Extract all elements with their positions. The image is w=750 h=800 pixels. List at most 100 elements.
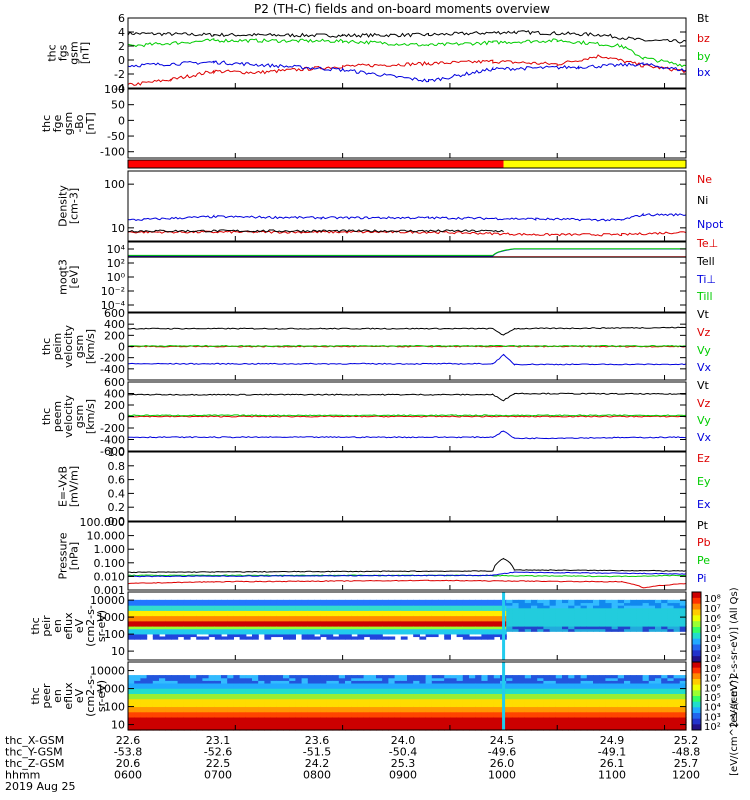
spectrogram-cell [289, 612, 296, 617]
spectrogram-cell [450, 714, 458, 718]
spectrogram-cell [599, 620, 606, 624]
spectrogram-cell [301, 680, 309, 684]
spectrogram-cell [376, 610, 383, 614]
x-row-value: -50.4 [389, 746, 417, 759]
spectrogram-cell [165, 677, 172, 681]
spectrogram-cell [580, 698, 588, 702]
spectrogram-cell [611, 716, 619, 721]
spectrogram-cell [438, 698, 445, 702]
spectrogram-cell [351, 677, 358, 681]
spectrogram-cell [642, 605, 650, 609]
spectrogram-cell [605, 677, 613, 681]
spectrogram-cell [314, 703, 321, 708]
spectrogram-cell [624, 677, 631, 681]
spectrogram-cell [555, 724, 563, 728]
spectrogram-cell [469, 719, 476, 723]
colorbar-step [692, 718, 701, 725]
spectrogram-cell [233, 722, 241, 726]
spectrogram-cell [239, 628, 247, 632]
spectrogram-cell [642, 727, 650, 731]
mode-frame [127, 159, 687, 169]
spectrogram-cell [320, 680, 327, 684]
spectrogram-cell [239, 709, 247, 713]
spectrogram-cell [555, 675, 563, 679]
spectrogram-cell [289, 693, 296, 697]
spectrogram-cell [332, 711, 340, 715]
spectrogram-cell [152, 620, 160, 624]
trace-pi [127, 571, 687, 578]
spectrogram-cell [233, 724, 241, 728]
spectrogram-cell [444, 709, 451, 713]
spectrogram-cell [568, 628, 575, 632]
spectrogram-cell [506, 680, 513, 684]
spectrogram-cell [307, 633, 315, 638]
spectrogram-cell [568, 599, 575, 604]
spectrogram-cell [462, 615, 470, 619]
spectrogram-cell [332, 626, 340, 630]
x-row-value: 0700 [204, 769, 232, 782]
spectrogram-cell [159, 711, 166, 715]
spectrogram-cell [568, 690, 575, 694]
spectrogram-cell [450, 618, 458, 622]
spectrogram-cell [444, 711, 451, 715]
spectrogram-cell [407, 602, 414, 606]
spectrogram-cell [419, 602, 427, 606]
spectrogram-cell [537, 711, 544, 715]
spectrogram-cell [227, 636, 234, 640]
spectrogram-cell [413, 680, 420, 684]
spectrogram-cell [493, 612, 501, 617]
spectrogram-cell [388, 636, 396, 640]
spectrogram-cell [146, 607, 154, 611]
spectrogram-cell [400, 602, 408, 606]
spectrogram-cell [202, 706, 210, 710]
spectrogram-cell [252, 620, 259, 624]
y-tick-label: -100 [100, 146, 125, 159]
spectrogram-cell [642, 599, 650, 604]
spectrogram-cell [245, 628, 253, 632]
spectrogram-cell [574, 626, 582, 630]
spectrogram-cell [506, 701, 513, 705]
spectrogram-cell [537, 599, 544, 604]
spectrogram-cell [580, 626, 588, 630]
spectrogram-cell [481, 628, 489, 632]
spectrogram-cell [475, 620, 482, 624]
spectrogram-cell [456, 701, 464, 705]
spectrogram-cell [351, 727, 358, 731]
spectrogram-cell [531, 724, 538, 728]
spectrogram-cell [518, 696, 526, 700]
spectrogram-cell [183, 724, 191, 728]
spectrogram-cell [134, 688, 141, 692]
spectrogram-cell [357, 719, 365, 723]
spectrogram-cell [376, 612, 383, 617]
spectrogram-cell [574, 722, 582, 726]
spectrogram-cell [146, 706, 154, 710]
spectrogram-cell [648, 696, 656, 700]
spectrogram-cell [245, 631, 253, 635]
spectrogram-cell [537, 675, 544, 679]
spectrogram-cell [679, 711, 687, 715]
spectrogram-cell [202, 688, 210, 692]
spectrogram-cell [425, 618, 433, 622]
spectrogram-cell [227, 690, 234, 694]
spectrogram-cell [196, 714, 203, 718]
spectrogram-cell [351, 724, 358, 728]
spectrogram-cell [270, 714, 278, 718]
spectrogram-cell [518, 618, 526, 622]
spectrogram-cell [252, 618, 259, 622]
spectrogram-cell [636, 605, 644, 609]
spectrogram-cell [190, 612, 197, 617]
spectrogram-cell [152, 682, 160, 687]
spectrogram-cell [245, 716, 253, 721]
spectrogram-cell [369, 633, 377, 638]
spectrogram-cell [462, 714, 470, 718]
spectrogram-cell [134, 631, 141, 635]
spectrogram-cell [444, 724, 451, 728]
spectrogram-cell [524, 719, 532, 723]
spectrogram-cell [196, 626, 203, 630]
spectrogram-cell [239, 688, 247, 692]
spectrogram-cell [407, 706, 414, 710]
spectrogram-cell [555, 722, 563, 726]
spectrogram-cell [258, 714, 265, 718]
spectrogram-cell [481, 706, 489, 710]
spectrogram-cell [456, 677, 464, 681]
